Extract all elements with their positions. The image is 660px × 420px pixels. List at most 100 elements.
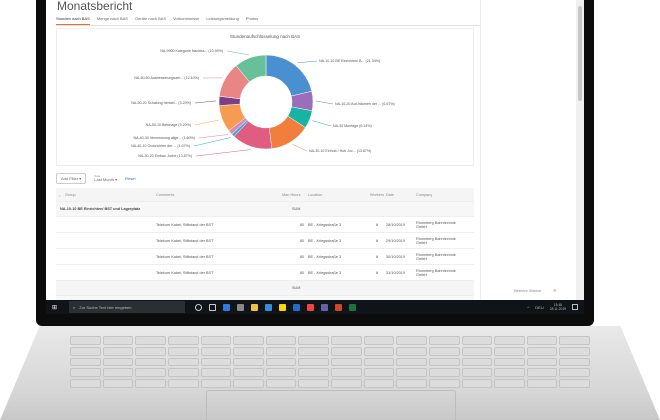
add-filter-button[interactable]: Add Filter ▾: [56, 172, 87, 184]
add-filter-label: Add Filter: [61, 175, 79, 181]
date-cell: 29/10/2019: [386, 238, 406, 243]
keyboard-key: [167, 336, 199, 345]
keyboard-key: [135, 379, 166, 388]
tab-2[interactable]: Geräte nach BAS: [134, 16, 167, 21]
keyboard-key: [70, 368, 101, 378]
keyboard-key: [233, 357, 264, 367]
group-footer[interactable]: SUM: [56, 281, 474, 296]
store-icon[interactable]: [265, 303, 273, 311]
keyboard-key: [559, 368, 590, 378]
keyboard-key: [298, 379, 329, 388]
keyboard-key: [233, 346, 264, 356]
keyboard-key: [298, 346, 329, 356]
keyboard-key: [265, 336, 297, 345]
donut-slice[interactable]: [235, 54, 267, 83]
location-cell: BE - Kriegsstraße 3: [308, 238, 342, 243]
comment-cell: Telekom Kabel, Stillstand der BST: [156, 270, 214, 275]
comment-cell: Telekom Kabel, Stillstand der BST: [156, 222, 214, 227]
keyboard-key: [135, 336, 166, 345]
table-row[interactable]: Telekom Kabel, Stillstand der BST 80 BE - …: [56, 249, 474, 265]
powerpoint-icon[interactable]: [335, 303, 343, 311]
tab-5[interactable]: Photos: [245, 16, 259, 21]
keyboard-key: [331, 357, 362, 367]
date-filter[interactable]: Date Last Month ▾: [94, 174, 118, 182]
edge-icon[interactable]: [223, 303, 231, 311]
tray-chevron-icon[interactable]: ^: [527, 304, 530, 310]
keyboard: [70, 336, 590, 388]
keyboard-key: [102, 357, 134, 367]
label-leader-line: [292, 144, 308, 152]
tab-bar: Stunden nach BAS Menge nach BAS Geräte nac…: [56, 14, 480, 26]
reset-link[interactable]: Reset: [125, 175, 136, 181]
tab-0[interactable]: Stunden nach BAS: [56, 14, 90, 25]
man-hours-cell: 80: [300, 270, 305, 275]
slice-label: NA-40-30 Vermessung allge... (1.60%): [133, 136, 195, 140]
keyboard-key: [102, 379, 134, 388]
keyboard-key: [494, 379, 525, 388]
keyboard-key: [70, 346, 101, 356]
table-row[interactable]: Telekom Kabel, Stillstand der BST 80 BE - …: [56, 265, 474, 281]
teams-icon[interactable]: [321, 303, 329, 311]
donut-chart: [193, 50, 334, 157]
cortana-icon[interactable]: [195, 303, 203, 311]
slice-label: NA-50-20 Schalung herstel... (3.20%): [131, 101, 191, 105]
outlook-icon[interactable]: [293, 303, 301, 311]
chrome-icon[interactable]: [307, 303, 315, 311]
group-row[interactable]: NA-10-10 BE Einrichten/ BST und Lagerpla…: [56, 202, 474, 217]
explorer-icon[interactable]: [251, 303, 259, 311]
keyboard-key: [559, 379, 590, 388]
keyboard-key: [265, 357, 297, 367]
company-cell: Rhomberg Bahntechnik GmbH: [416, 220, 456, 229]
keyboard-key: [461, 346, 493, 356]
excel-icon[interactable]: [349, 303, 357, 311]
table-row[interactable]: Telekom Kabel, Stillstand der BST 80 BE - …: [56, 233, 474, 249]
language-indicator[interactable]: DEU: [535, 304, 544, 310]
keyboard-key: [200, 346, 232, 356]
location-cell: BE - Kriegsstraße 3: [308, 254, 342, 259]
system-tray: ^ DEU 15:48 28.11.2019: [527, 303, 578, 311]
task-view-icon[interactable]: [209, 303, 217, 311]
keyboard-key: [167, 379, 199, 388]
slice-label: NA-30-10 Einhub / Hub Joc... (13.87%): [309, 149, 372, 153]
scrollbar[interactable]: [576, 0, 584, 300]
keyboard-key: [526, 357, 558, 367]
search-icon: ⌕: [73, 304, 76, 310]
keyboard-key: [494, 368, 525, 378]
slice-label: NA-50-50 Ausbesserungsarb... (12.10%): [134, 76, 199, 80]
notifications-icon[interactable]: [572, 304, 578, 310]
tab-4[interactable]: Leistungsmeldung: [206, 16, 239, 21]
taskbar-search[interactable]: ⌕ Zur Suche Text hier eingeben: [69, 301, 186, 313]
keyboard-key: [70, 336, 101, 345]
keyboard-key: [559, 336, 590, 345]
windows-start-icon[interactable]: ⊞: [52, 304, 58, 311]
man-hours-cell: 80: [300, 238, 305, 243]
photos-icon[interactable]: [237, 303, 245, 311]
column-header: Comments: [156, 192, 175, 197]
sticky-notes-icon[interactable]: [279, 303, 287, 311]
keyboard-key: [200, 336, 232, 345]
table-row[interactable]: Telekom Kabel, Stillstand der BST 80 BE - …: [56, 217, 474, 233]
collapse-chevron-icon[interactable]: ⌄: [58, 193, 62, 197]
donut-slice[interactable]: [265, 54, 313, 97]
workers-cell: 8: [376, 254, 379, 259]
keyboard-key: [331, 336, 362, 345]
keyboard-key: [331, 379, 362, 388]
keyboard-key: [331, 346, 362, 356]
date: 28.11.2019: [549, 307, 566, 311]
minimize-sidebar-button[interactable]: Minimize Sidebar »: [514, 288, 556, 294]
keyboard-key: [135, 346, 166, 356]
slice-label: NA-40-10 Grobrichten der ... (1.07%): [131, 144, 190, 148]
keyboard-key: [363, 336, 395, 345]
company-cell: Rhomberg Bahntechnik GmbH: [416, 236, 456, 245]
company-cell: Rhomberg Bahntechnik GmbH: [416, 268, 456, 277]
label-leader-line: [312, 120, 332, 127]
tab-1[interactable]: Menge nach BAS: [96, 16, 128, 21]
keyboard-key: [167, 346, 199, 356]
scrollbar-thumb[interactable]: [578, 6, 582, 101]
clock[interactable]: 15:48 28.11.2019: [550, 303, 566, 311]
column-header: Company: [416, 192, 433, 197]
right-sidebar: Minimize Sidebar »: [480, 0, 576, 300]
tab-3[interactable]: Vorkommnisse: [173, 16, 200, 21]
man-hours-cell: 80: [300, 222, 305, 227]
keyboard-key: [233, 368, 264, 378]
